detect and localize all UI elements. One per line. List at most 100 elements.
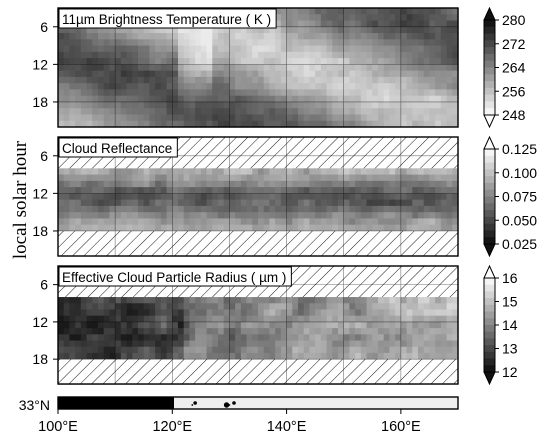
heatmap-cell bbox=[412, 309, 419, 317]
heatmap-cell bbox=[406, 14, 413, 22]
heatmap-cell bbox=[275, 39, 282, 47]
heatmap-cell bbox=[338, 224, 345, 232]
heatmap-cell bbox=[412, 20, 419, 28]
heatmap-cell bbox=[429, 33, 436, 40]
heatmap-cell bbox=[269, 205, 276, 213]
heatmap-cell bbox=[343, 39, 351, 47]
heatmap-cell bbox=[138, 315, 145, 323]
heatmap-cell bbox=[298, 58, 305, 65]
heatmap-cell bbox=[132, 101, 139, 109]
heatmap-cell bbox=[235, 180, 242, 188]
colorbar-segment bbox=[484, 176, 495, 184]
heatmap-cell bbox=[366, 346, 373, 354]
heatmap-cell bbox=[149, 315, 156, 323]
colorbar-tick-label: 280 bbox=[502, 12, 526, 28]
heatmap-cell bbox=[406, 205, 413, 213]
heatmap-cell bbox=[109, 101, 116, 109]
heatmap-cell bbox=[80, 64, 88, 72]
heatmap-cell bbox=[315, 346, 322, 354]
heatmap-cell bbox=[212, 334, 219, 342]
heatmap-cell bbox=[206, 168, 213, 176]
heatmap-cell bbox=[412, 340, 419, 348]
heatmap-cell bbox=[160, 205, 168, 213]
heatmap-cell bbox=[212, 89, 219, 97]
heatmap-cell bbox=[343, 303, 351, 311]
heatmap-cell bbox=[303, 309, 311, 317]
heatmap-cell bbox=[109, 26, 116, 34]
heatmap-cell bbox=[372, 199, 379, 207]
heatmap-cell bbox=[332, 205, 339, 213]
heatmap-cell bbox=[143, 114, 151, 122]
heatmap-cell bbox=[372, 212, 379, 220]
heatmap-cell bbox=[195, 193, 202, 201]
heatmap-cell bbox=[69, 26, 76, 34]
heatmap-cell bbox=[75, 315, 82, 323]
heatmap-cell bbox=[132, 76, 139, 84]
heatmap-cell bbox=[366, 58, 373, 65]
heatmap-cell bbox=[326, 33, 333, 40]
heatmap-cell bbox=[372, 39, 379, 47]
heatmap-cell bbox=[326, 297, 333, 304]
heatmap-cell bbox=[389, 168, 396, 176]
heatmap-cell bbox=[275, 352, 282, 360]
heatmap-cell bbox=[355, 108, 362, 116]
heatmap-cell bbox=[320, 108, 328, 116]
heatmap-cell bbox=[63, 340, 71, 348]
heatmap-cell bbox=[172, 26, 179, 34]
heatmap-cell bbox=[395, 70, 402, 78]
heatmap-cell bbox=[160, 352, 168, 360]
heatmap-cell bbox=[412, 14, 419, 22]
heatmap-cell bbox=[326, 334, 333, 342]
heatmap-cell bbox=[155, 340, 162, 348]
heatmap-cell bbox=[332, 174, 339, 182]
heatmap-cell bbox=[286, 51, 293, 59]
heatmap-cell bbox=[75, 205, 82, 213]
heatmap-cell bbox=[389, 224, 396, 232]
heatmap-cell bbox=[343, 83, 351, 91]
heatmap-cell bbox=[206, 328, 213, 335]
heatmap-cell bbox=[246, 205, 253, 213]
heatmap-cell bbox=[418, 168, 425, 176]
heatmap-cell bbox=[206, 64, 213, 72]
heatmap-cell bbox=[92, 212, 99, 220]
heatmap-cell bbox=[263, 45, 271, 53]
heatmap-cell bbox=[372, 328, 379, 335]
heatmap-cell bbox=[452, 20, 459, 28]
heatmap-cell bbox=[229, 352, 236, 360]
heatmap-cell bbox=[143, 199, 151, 207]
heatmap-cell bbox=[440, 39, 448, 47]
heatmap-cell bbox=[292, 51, 299, 59]
heatmap-cell bbox=[400, 108, 408, 116]
heatmap-cell bbox=[200, 297, 208, 304]
heatmap-cell bbox=[275, 83, 282, 91]
heatmap-cell bbox=[252, 26, 259, 34]
heatmap-cell bbox=[263, 346, 271, 354]
heatmap-cell bbox=[349, 101, 356, 109]
heatmap-cell bbox=[109, 108, 116, 116]
heatmap-cell bbox=[366, 95, 373, 103]
heatmap-cell bbox=[275, 114, 282, 122]
heatmap-cell bbox=[98, 199, 105, 207]
heatmap-cell bbox=[309, 205, 316, 213]
heatmap-cell bbox=[183, 315, 191, 323]
heatmap-cell bbox=[435, 83, 442, 91]
heatmap-cell bbox=[406, 114, 413, 122]
heatmap-cell bbox=[309, 340, 316, 348]
heatmap-cell bbox=[98, 205, 105, 213]
heatmap-cell bbox=[320, 334, 328, 342]
heatmap-cell bbox=[366, 328, 373, 335]
heatmap-cell bbox=[275, 76, 282, 84]
heatmap-cell bbox=[452, 224, 459, 232]
heatmap-cell bbox=[206, 95, 213, 103]
heatmap-cell bbox=[235, 328, 242, 335]
heatmap-cell bbox=[395, 95, 402, 103]
heatmap-cell bbox=[155, 334, 162, 342]
heatmap-cell bbox=[269, 352, 276, 360]
heatmap-cell bbox=[166, 89, 173, 97]
heatmap-cell bbox=[280, 58, 288, 65]
heatmap-cell bbox=[355, 218, 362, 226]
heatmap-cell bbox=[355, 309, 362, 317]
heatmap-cell bbox=[446, 14, 453, 22]
heatmap-cell bbox=[195, 64, 202, 72]
heatmap-cell bbox=[258, 89, 265, 97]
